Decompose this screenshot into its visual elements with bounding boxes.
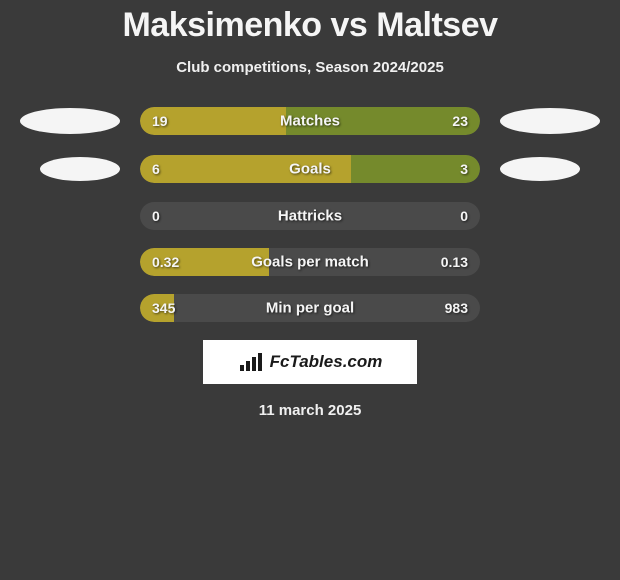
stat-value-left: 19 bbox=[152, 113, 168, 129]
stat-bar: 0.32 Goals per match 0.13 bbox=[140, 248, 480, 276]
stat-value-left: 0 bbox=[152, 208, 160, 224]
stat-row-min-per-goal: 345 Min per goal 983 bbox=[0, 294, 620, 322]
stat-row-matches: 19 Matches 23 bbox=[0, 106, 620, 136]
subtitle: Club competitions, Season 2024/2025 bbox=[0, 59, 620, 76]
chart-icon bbox=[238, 351, 266, 373]
stat-value-left: 6 bbox=[152, 161, 160, 177]
stat-label: Goals per match bbox=[251, 254, 369, 271]
stat-bar: 6 Goals 3 bbox=[140, 155, 480, 183]
page-title: Maksimenko vs Maltsev bbox=[0, 6, 620, 45]
player-left-avatar bbox=[20, 154, 120, 184]
source-logo: FcTables.com bbox=[203, 340, 417, 384]
stat-row-goals: 6 Goals 3 bbox=[0, 154, 620, 184]
stat-bar: 0 Hattricks 0 bbox=[140, 202, 480, 230]
stat-label: Goals bbox=[289, 161, 331, 178]
stat-value-left: 345 bbox=[152, 300, 175, 316]
stat-bar: 19 Matches 23 bbox=[140, 107, 480, 135]
stat-row-goals-per-match: 0.32 Goals per match 0.13 bbox=[0, 248, 620, 276]
player-left-avatar bbox=[20, 106, 120, 136]
player-right-avatar bbox=[500, 106, 600, 136]
stat-label: Matches bbox=[280, 113, 340, 130]
stat-value-right: 23 bbox=[452, 113, 468, 129]
stat-row-hattricks: 0 Hattricks 0 bbox=[0, 202, 620, 230]
date-label: 11 march 2025 bbox=[0, 402, 620, 419]
player-right-avatar bbox=[500, 154, 600, 184]
stat-value-left: 0.32 bbox=[152, 254, 179, 270]
stat-label: Hattricks bbox=[278, 208, 342, 225]
stat-value-right: 983 bbox=[445, 300, 468, 316]
logo-text: FcTables.com bbox=[270, 352, 383, 372]
stat-value-right: 3 bbox=[460, 161, 468, 177]
comparison-infographic: Maksimenko vs Maltsev Club competitions,… bbox=[0, 0, 620, 419]
stat-value-right: 0.13 bbox=[441, 254, 468, 270]
stat-value-right: 0 bbox=[460, 208, 468, 224]
stat-bar: 345 Min per goal 983 bbox=[140, 294, 480, 322]
stat-label: Min per goal bbox=[266, 300, 354, 317]
